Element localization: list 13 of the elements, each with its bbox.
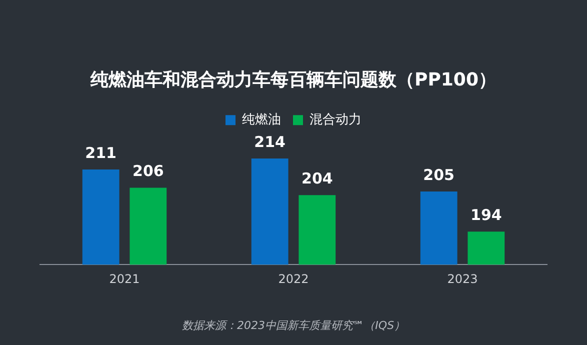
legend-label: 混合动力 bbox=[310, 112, 362, 128]
data-label: 205 bbox=[423, 166, 454, 184]
chart-title: 纯燃油车和混合动力车每百辆车问题数（PP100） bbox=[90, 69, 496, 90]
legend-label: 纯燃油 bbox=[242, 112, 281, 128]
data-label: 211 bbox=[85, 144, 116, 162]
data-label: 204 bbox=[302, 170, 333, 188]
data-label: 206 bbox=[132, 162, 164, 180]
data-label: 194 bbox=[470, 206, 502, 224]
x-tick-label: 2022 bbox=[278, 272, 309, 286]
x-tick-label: 2023 bbox=[447, 272, 478, 286]
data-label: 214 bbox=[254, 132, 286, 151]
annotation: 数据来源：2023中国新车质量研究℠（IQS） bbox=[182, 318, 406, 332]
x-tick-label: 2021 bbox=[109, 272, 140, 286]
